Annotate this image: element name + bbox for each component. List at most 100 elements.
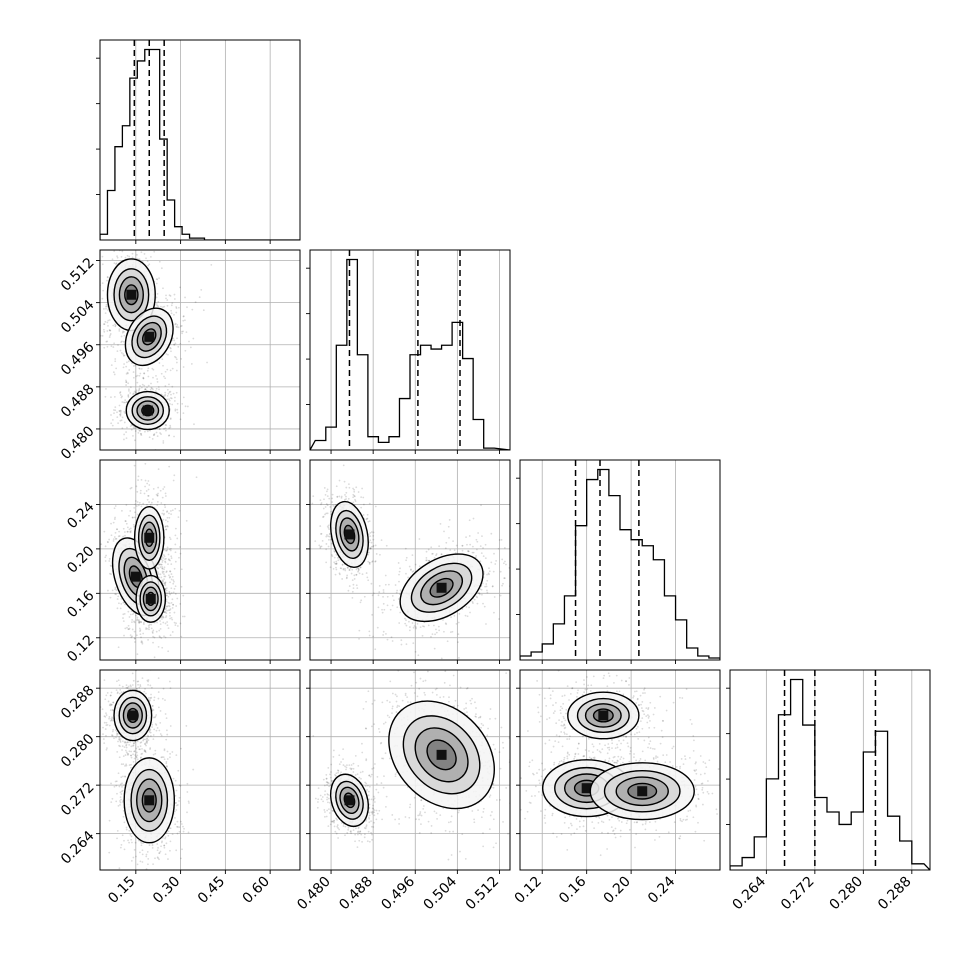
scatter-point	[112, 419, 114, 421]
scatter-point	[327, 495, 329, 497]
scatter-point	[173, 436, 175, 438]
density-peak	[126, 290, 136, 300]
scatter-point	[183, 412, 185, 414]
scatter-point	[169, 581, 171, 583]
scatter-point	[128, 628, 130, 630]
scatter-point	[195, 301, 197, 303]
scatter-point	[356, 568, 358, 570]
scatter-point	[120, 603, 122, 605]
scatter-point	[123, 355, 125, 357]
scatter-point	[117, 607, 119, 609]
scatter-point	[134, 427, 136, 429]
scatter-point	[113, 412, 115, 414]
scatter-point	[166, 369, 168, 371]
scatter-point	[123, 363, 125, 365]
scatter-point	[469, 535, 471, 537]
scatter-point	[132, 435, 134, 437]
scatter-point	[165, 637, 167, 639]
scatter-point	[322, 540, 324, 542]
scatter-point	[118, 535, 120, 537]
scatter-point	[187, 406, 189, 408]
scatter-point	[177, 403, 179, 405]
scatter-point	[171, 617, 173, 619]
scatter-point	[393, 599, 395, 601]
scatter-point	[104, 679, 106, 681]
scatter-point	[522, 599, 524, 601]
scatter-point	[412, 554, 414, 556]
scatter-point	[106, 306, 108, 308]
scatter-point	[130, 634, 132, 636]
scatter-point	[121, 226, 123, 228]
scatter-point	[163, 578, 165, 580]
scatter-point	[323, 498, 325, 500]
scatter-point	[133, 371, 135, 373]
scatter-point	[502, 583, 504, 585]
histogram-2	[520, 470, 720, 660]
scatter-point	[166, 621, 168, 623]
scatter-point	[120, 341, 122, 343]
scatter-point	[175, 605, 177, 607]
scatter-point	[114, 396, 116, 398]
scatter-point	[173, 340, 175, 342]
histogram-1	[310, 260, 510, 450]
scatter-point	[440, 523, 442, 525]
scatter-point	[344, 481, 346, 483]
scatter-point	[110, 565, 112, 567]
scatter-point	[136, 382, 138, 384]
scatter-point	[186, 331, 188, 333]
scatter-point	[173, 592, 175, 594]
scatter-point	[141, 505, 143, 507]
scatter-point	[481, 594, 483, 596]
scatter-point	[134, 641, 136, 643]
scatter-point	[375, 506, 377, 508]
scatter-point	[443, 531, 445, 533]
scatter-point	[132, 517, 134, 519]
scatter-point	[126, 361, 128, 363]
scatter-point	[114, 323, 116, 325]
scatter-point	[169, 537, 171, 539]
scatter-point	[174, 624, 176, 626]
scatter-point	[369, 503, 371, 505]
scatter-point	[167, 389, 169, 391]
scatter-point	[360, 601, 362, 603]
scatter-point	[485, 544, 487, 546]
scatter-point	[174, 400, 176, 402]
scatter-point	[171, 619, 173, 621]
scatter-point	[164, 506, 166, 508]
panel-content	[310, 250, 510, 450]
scatter-point	[174, 534, 176, 536]
scatter-point	[472, 546, 474, 548]
scatter-point	[366, 572, 368, 574]
scatter-point	[136, 619, 138, 621]
scatter-point	[123, 411, 125, 413]
scatter-point	[103, 308, 105, 310]
scatter-point	[168, 554, 170, 556]
scatter-point	[135, 375, 137, 377]
scatter-point	[358, 630, 360, 632]
scatter-point	[425, 559, 427, 561]
scatter-point	[124, 746, 126, 748]
scatter-point	[157, 242, 159, 244]
scatter-point	[495, 560, 497, 562]
scatter-point	[127, 255, 129, 257]
scatter-point	[162, 557, 164, 559]
scatter-point	[151, 628, 153, 630]
scatter-point	[485, 557, 487, 559]
scatter-point	[164, 504, 166, 506]
panel-frame	[520, 460, 720, 660]
scatter-point	[173, 480, 175, 482]
scatter-point	[374, 648, 376, 650]
scatter-point	[398, 598, 400, 600]
scatter-point	[169, 605, 171, 607]
scatter-point	[438, 545, 440, 547]
scatter-point	[182, 616, 184, 618]
scatter-point	[325, 561, 327, 563]
panel-content	[94, 659, 194, 881]
scatter-point	[176, 370, 178, 372]
scatter-point	[110, 333, 112, 335]
scatter-point	[456, 545, 458, 547]
scatter-point	[409, 626, 411, 628]
scatter-point	[175, 323, 177, 325]
scatter-point	[324, 514, 326, 516]
scatter-point	[146, 387, 148, 389]
